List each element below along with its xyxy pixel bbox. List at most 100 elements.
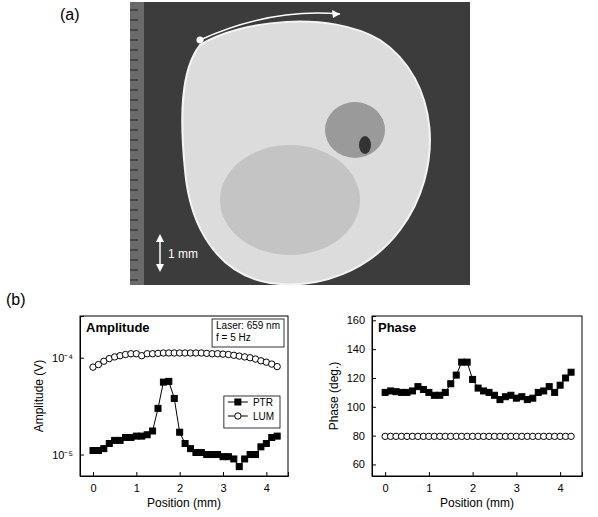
legend: PTR LUM bbox=[224, 396, 280, 428]
series bbox=[382, 433, 574, 439]
ruler-tick bbox=[130, 280, 138, 281]
x-axis-title: Position (mm) bbox=[147, 496, 221, 510]
data-point bbox=[568, 433, 574, 439]
y-tick-label: 60 bbox=[353, 458, 365, 470]
data-point bbox=[563, 375, 569, 381]
x-tick-label: 3 bbox=[220, 482, 226, 494]
y-axis-line bbox=[81, 317, 85, 477]
x-axis-line bbox=[373, 472, 583, 477]
x-axis: 01234 bbox=[373, 472, 583, 494]
series bbox=[90, 378, 280, 469]
y-tick: 100 bbox=[347, 401, 376, 413]
data-point bbox=[557, 382, 563, 388]
x-axis: 0 1 2 3 4 bbox=[81, 472, 289, 494]
series bbox=[382, 359, 574, 402]
data-point bbox=[448, 381, 454, 387]
ruler-tick bbox=[130, 110, 138, 111]
x-tick-label: 0 bbox=[90, 482, 96, 494]
y-axis: 60 80 100 120 140 160 bbox=[347, 314, 376, 476]
y-tick: 60 bbox=[353, 458, 376, 470]
ruler-tick bbox=[130, 240, 138, 241]
x-tick: 0 bbox=[90, 472, 96, 494]
y-tick: 160 bbox=[347, 314, 376, 326]
y-tick: 120 bbox=[347, 372, 376, 384]
data-point bbox=[464, 359, 470, 365]
y-axis: 10⁻⁵ 10⁻⁴ bbox=[52, 317, 84, 477]
x-tick: 2 bbox=[177, 472, 183, 494]
chart-title: Phase bbox=[378, 320, 416, 335]
plot-area bbox=[382, 359, 574, 439]
x-tick: 3 bbox=[514, 472, 520, 494]
ruler-tick bbox=[130, 70, 138, 71]
data-point bbox=[253, 452, 259, 458]
data-point bbox=[274, 363, 280, 369]
x-tick: 4 bbox=[558, 472, 564, 494]
y-tick-mark bbox=[80, 358, 84, 359]
data-point bbox=[453, 372, 459, 378]
annotation: Laser: 659 nmf = 5 Hz bbox=[212, 319, 284, 347]
ruler-tick bbox=[130, 50, 138, 51]
tooth-region bbox=[220, 145, 360, 255]
data-point bbox=[155, 405, 161, 411]
x-tick-mark bbox=[385, 472, 386, 476]
scan-arrow bbox=[200, 13, 340, 40]
legend-label: PTR bbox=[253, 397, 273, 408]
plot-area bbox=[90, 350, 281, 470]
legend-entry: PTR bbox=[228, 397, 273, 408]
y-tick-mark bbox=[372, 464, 376, 465]
scan-arrow-head bbox=[332, 10, 340, 18]
ruler-tick bbox=[130, 180, 138, 181]
y-axis-title: Amplitude (V) bbox=[32, 360, 46, 433]
ruler-tick bbox=[130, 150, 138, 151]
chart: 0123410⁻⁵10⁻⁴Position (mm)Amplitude (V)A… bbox=[32, 316, 289, 510]
plot-frame bbox=[372, 316, 582, 476]
legend-box bbox=[224, 396, 280, 428]
x-tick-label: 0 bbox=[383, 482, 389, 494]
x-tick: 0 bbox=[383, 472, 389, 494]
x-axis-line bbox=[81, 472, 289, 477]
ruler-tick bbox=[130, 230, 138, 231]
y-tick-label: 140 bbox=[347, 343, 365, 355]
x-tick-label: 3 bbox=[514, 482, 520, 494]
figure: 1 mm(a)(b)0123410⁻⁵10⁻⁴Position (mm)Ampl… bbox=[0, 0, 598, 517]
y-tick: 10⁻⁵ bbox=[52, 449, 84, 461]
data-point bbox=[274, 433, 280, 439]
y-axis-line bbox=[373, 317, 377, 477]
x-tick-label: 4 bbox=[558, 482, 564, 494]
y-axis-title: Phase (deg.) bbox=[327, 362, 341, 431]
tooth-section bbox=[182, 21, 430, 284]
data-point bbox=[236, 464, 242, 470]
y-tick-label: 10⁻⁴ bbox=[52, 352, 73, 364]
ruler-tick bbox=[130, 20, 138, 21]
y-tick-label: 120 bbox=[347, 372, 365, 384]
ruler-tick bbox=[130, 40, 138, 41]
data-point bbox=[568, 369, 574, 375]
x-tick-mark bbox=[473, 472, 474, 476]
ruler-tick bbox=[130, 100, 138, 101]
y-tick-label: 80 bbox=[353, 430, 365, 442]
x-tick-label: 2 bbox=[177, 482, 183, 494]
y-tick-label: 10⁻⁵ bbox=[52, 449, 73, 461]
ruler-tick bbox=[130, 250, 138, 251]
x-tick-label: 1 bbox=[134, 482, 140, 494]
y-tick: 10⁻⁴ bbox=[52, 352, 84, 364]
scale-bar-label: 1 mm bbox=[168, 247, 198, 261]
panel-label: (a) bbox=[60, 6, 80, 23]
y-tick: 140 bbox=[347, 343, 376, 355]
ruler-tick bbox=[130, 140, 138, 141]
photo: 1 mm bbox=[130, 2, 470, 285]
x-tick: 4 bbox=[264, 472, 270, 494]
ruler-tick bbox=[130, 210, 138, 211]
x-tick-mark bbox=[93, 472, 94, 476]
y-tick-mark bbox=[372, 436, 376, 437]
ruler-tick bbox=[130, 10, 138, 11]
ruler-tick bbox=[130, 270, 138, 271]
legend-entry: LUM bbox=[228, 411, 274, 422]
x-tick-mark bbox=[429, 472, 430, 476]
x-tick: 1 bbox=[426, 472, 432, 494]
y-tick-mark bbox=[372, 320, 376, 321]
x-tick-mark bbox=[136, 472, 137, 476]
ruler-tick bbox=[130, 220, 138, 221]
ruler bbox=[130, 2, 144, 285]
annotation-text: f = 5 Hz bbox=[216, 332, 251, 343]
